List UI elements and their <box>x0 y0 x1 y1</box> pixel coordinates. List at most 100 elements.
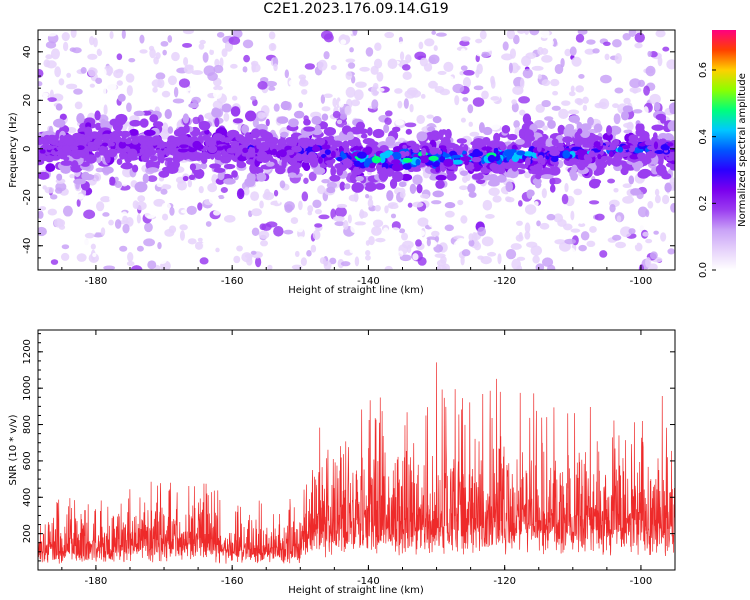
heatmap-cell <box>344 201 356 207</box>
heatmap-cell <box>487 179 500 187</box>
heatmap-cell <box>259 200 264 209</box>
heatmap-cell <box>344 105 352 116</box>
heatmap-cell <box>85 135 92 142</box>
heatmap-cell <box>338 100 345 108</box>
heatmap-cell <box>280 131 289 138</box>
heatmap-cell <box>212 133 224 141</box>
heatmap-cell <box>71 252 78 260</box>
heatmap-cell <box>519 77 525 89</box>
heatmap-cell <box>178 78 190 88</box>
heatmap-cell <box>550 78 560 87</box>
heatmap-cell <box>38 159 45 166</box>
heatmap-cell <box>122 215 128 223</box>
heatmap-cell <box>564 182 569 193</box>
heatmap-cell <box>44 186 55 194</box>
heatmap-cell <box>574 138 583 147</box>
heatmap-cell <box>622 32 631 41</box>
heatmap-cell <box>76 136 86 142</box>
heatmap-cell <box>265 118 270 127</box>
heatmap-cell <box>511 155 520 163</box>
heatmap-cell <box>575 33 585 43</box>
heatmap-cell <box>619 152 629 158</box>
heatmap-cell <box>363 160 370 168</box>
heatmap-cell <box>376 71 384 82</box>
heatmap-cell <box>428 54 440 65</box>
x-tick-label: -120 <box>493 276 516 287</box>
heatmap-cell <box>325 130 331 136</box>
heatmap-cell <box>173 30 184 36</box>
heatmap-cell <box>269 145 281 151</box>
heatmap-cell <box>490 96 500 101</box>
heatmap-cell <box>340 261 351 267</box>
heatmap-cell <box>460 65 468 71</box>
heatmap-cell <box>41 99 50 108</box>
heatmap-cell <box>578 244 587 252</box>
heatmap-cell <box>323 93 333 99</box>
heatmap-cell <box>604 146 616 151</box>
heatmap-cell <box>280 100 291 111</box>
heatmap-cell <box>417 256 427 266</box>
heatmap-cell <box>557 124 566 135</box>
heatmap-cell <box>586 39 596 45</box>
heatmap-cell <box>89 145 95 151</box>
heatmap-cell <box>372 219 384 228</box>
y-tick-label: 400 <box>22 488 33 507</box>
heatmap-cell <box>517 200 523 207</box>
heatmap-cell <box>374 42 382 51</box>
heatmap-cell <box>133 110 145 117</box>
heatmap-cell <box>588 150 596 158</box>
heatmap-cell <box>330 145 338 150</box>
heatmap-cell <box>38 136 44 146</box>
heatmap-cell <box>438 145 447 150</box>
heatmap-cell <box>481 146 493 151</box>
heatmap-cell <box>192 140 202 149</box>
heatmap-cell <box>554 63 564 75</box>
heatmap-cell <box>634 32 645 43</box>
heatmap-cell <box>505 181 514 193</box>
heatmap-cell <box>418 155 430 164</box>
heatmap-cell <box>330 166 337 177</box>
heatmap-cell <box>259 145 269 152</box>
heatmap-cell <box>584 48 596 55</box>
heatmap-cell <box>541 54 553 63</box>
heatmap-cell <box>242 147 249 154</box>
heatmap-cell <box>628 30 637 38</box>
heatmap-cell <box>231 95 238 101</box>
heatmap-cell <box>648 116 655 125</box>
heatmap-cell <box>251 208 262 217</box>
heatmap-cell <box>47 97 57 102</box>
heatmap-cell <box>139 49 148 54</box>
heatmap-cell <box>463 69 475 76</box>
heatmap-cell <box>149 114 159 123</box>
heatmap-cell <box>513 228 518 237</box>
heatmap-cell <box>155 52 161 60</box>
heatmap-cell <box>400 232 409 241</box>
heatmap-cell <box>462 77 472 88</box>
heatmap-cell <box>473 241 482 251</box>
y-tick-label: 1000 <box>22 375 33 400</box>
x-tick-label: -160 <box>221 276 244 287</box>
heatmap-cell <box>45 31 58 37</box>
heatmap-cell <box>202 52 209 63</box>
heatmap-cell <box>558 108 569 120</box>
heatmap-cell <box>411 143 421 149</box>
heatmap-cell <box>405 54 412 63</box>
heatmap-cell <box>524 47 529 53</box>
heatmap-cell <box>623 129 633 134</box>
heatmap-cell <box>632 87 638 94</box>
heatmap-cell <box>349 173 358 184</box>
heatmap-cell <box>213 85 223 91</box>
heatmap-cell <box>176 139 182 146</box>
heatmap-cell <box>209 163 221 169</box>
heatmap-cell <box>577 128 583 135</box>
y-tick-label: 800 <box>22 415 33 434</box>
heatmap-cell <box>320 30 333 40</box>
heatmap-cell <box>524 157 531 166</box>
heatmap-cell <box>416 131 428 142</box>
heatmap-cell <box>452 159 463 165</box>
heatmap-cell <box>99 67 107 78</box>
heatmap-cell <box>519 109 526 116</box>
heatmap-cell <box>60 252 70 261</box>
heatmap-cell <box>365 47 374 57</box>
heatmap-cell <box>370 85 380 97</box>
